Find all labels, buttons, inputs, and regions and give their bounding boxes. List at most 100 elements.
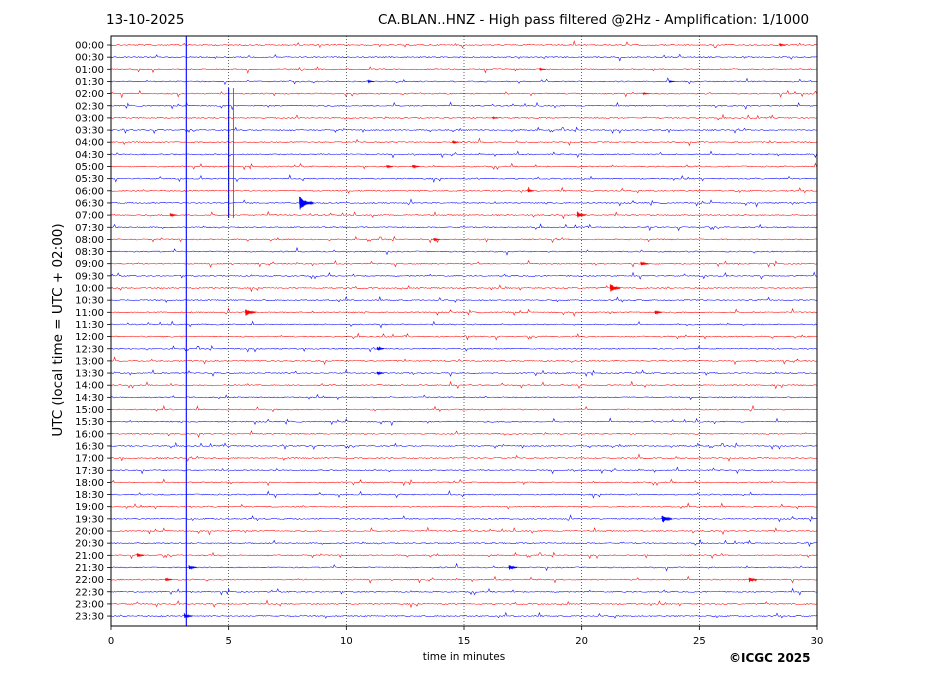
y-tick-label: 21:00 [75,551,104,562]
y-tick-label: 19:30 [75,514,104,525]
event-burst [539,67,546,72]
y-tick-label: 00:30 [75,53,104,64]
y-tick-label: 07:30 [75,223,104,234]
y-tick-label: 18:00 [75,478,104,489]
trace-0230 [110,101,817,111]
event-burst [367,79,375,84]
y-tick-label: 16:00 [75,429,104,440]
event-burst [188,565,197,571]
trace-1930 [110,514,817,523]
trace-1830 [110,490,817,499]
trace-2200 [110,575,817,584]
event-burst [748,577,758,583]
x-tick-label: 25 [693,636,706,647]
trace-1500 [110,404,817,413]
y-tick-label: 12:00 [75,332,104,343]
y-tick-label: 09:00 [75,259,104,270]
trace-1530 [110,417,817,427]
y-tick-label: 15:00 [75,405,104,416]
trace-0100 [110,66,817,74]
trace-0830 [110,246,817,256]
y-tick-label: 05:00 [75,162,104,173]
trace-0630 [110,198,817,208]
grid-group [228,36,700,626]
trace-0200 [110,89,817,99]
y-tick-label: 22:00 [75,575,104,586]
y-tick-label: 19:00 [75,502,104,513]
trace-2100 [110,551,817,560]
trace-0030 [110,53,817,62]
trace-0530 [110,174,817,183]
y-tick-label: 05:30 [75,174,104,185]
event-burst [452,139,459,145]
y-tick-label: 01:00 [75,65,104,76]
trace-2330 [110,611,817,619]
header-date: 13-10-2025 [106,12,185,28]
y-tick-label: 17:30 [75,466,104,477]
event-burst [527,188,535,193]
trace-1100 [110,307,817,317]
trace-0930 [110,271,817,280]
event-burst [576,211,587,218]
x-tick-label: 0 [108,636,114,647]
event-burst [299,196,314,210]
trace-1400 [110,380,817,390]
trace-0330 [110,126,817,135]
y-tick-label: 22:30 [75,587,104,598]
trace-1230 [110,345,817,353]
y-tick-label: 03:30 [75,126,104,137]
event-burst [376,346,385,352]
event-burst [642,91,649,96]
trace-1330 [110,369,817,377]
trace-0500 [110,162,817,171]
event-burst [245,309,256,316]
y-tick-label: 11:30 [75,320,104,331]
trace-1130 [110,320,817,329]
event-burst [654,310,663,315]
trace-0900 [110,259,817,268]
y-tick-label: 09:30 [75,271,104,282]
x-tick-label: 30 [811,636,824,647]
y-tick-label: 15:30 [75,417,104,428]
y-tick-label: 10:30 [75,296,104,307]
trace-1900 [110,502,817,510]
event-burst [640,261,649,266]
y-tick-label: 00:00 [75,41,104,52]
trace-1700 [110,453,817,462]
burst-events-group [185,36,234,626]
trace-1030 [110,295,817,303]
event-burst [169,212,177,218]
x-ticks-group: 0 5 10 15 20 25 30 [108,626,824,647]
event-burst [433,237,441,242]
event-burst [508,565,518,570]
y-tick-label: 13:30 [75,369,104,380]
event-burst [183,613,193,619]
traces-group [110,40,817,619]
trace-1800 [110,478,817,487]
trace-0400 [110,137,817,147]
y-tick-label: 11:00 [75,308,104,319]
trace-2130 [110,562,817,572]
trace-1000 [110,284,817,293]
trace-2030 [110,539,817,548]
y-tick-label: 10:00 [75,284,104,295]
y-tick-label: 02:30 [75,101,104,112]
y-tick-label: 06:30 [75,198,104,209]
x-tick-label: 15 [458,636,471,647]
y-tick-label: 20:30 [75,539,104,550]
x-tick-label: 5 [225,636,231,647]
trace-1300 [110,356,817,366]
trace-0430 [110,150,817,159]
trace-0800 [110,235,817,244]
trace-1630 [110,441,817,450]
y-tick-label: 12:30 [75,344,104,355]
y-tick-label: 18:30 [75,490,104,501]
event-burst [376,371,385,376]
y-tick-label: 23:00 [75,599,104,610]
y-tick-label: 14:30 [75,393,104,404]
y-tick-label: 14:00 [75,381,104,392]
event-burst [136,553,145,558]
chart-title: CA.BLAN..HNZ - High pass filtered @2Hz -… [378,12,810,28]
y-tick-label: 16:30 [75,441,104,452]
event-burst [165,577,173,582]
